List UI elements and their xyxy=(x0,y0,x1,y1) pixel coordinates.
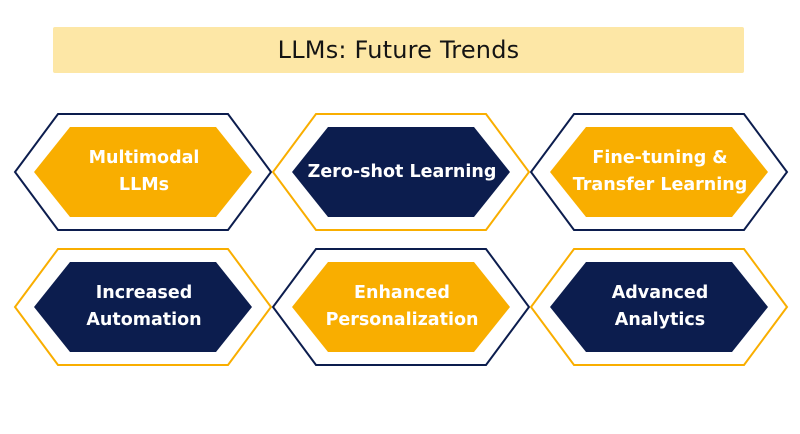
trend-hexagon-fine-tuning: Fine-tuning & Transfer Learning xyxy=(529,113,789,231)
trend-label: Increased Automation xyxy=(86,283,202,330)
hexagon-shape xyxy=(271,113,531,231)
hexagon-shape xyxy=(13,113,273,231)
trend-hexagon-increased-automation: Increased Automation xyxy=(13,248,273,366)
hexagon-shape xyxy=(271,248,531,366)
trend-label: Enhanced Personalization xyxy=(325,283,479,330)
trend-hexagon-advanced-analytics: Advanced Analytics xyxy=(529,248,789,366)
trend-label: Fine-tuning & Transfer Learning xyxy=(572,148,748,195)
trend-label: Multimodal LLMs xyxy=(88,148,200,195)
page-title: LLMs: Future Trends xyxy=(277,36,520,64)
trend-label: Zero-shot Learning xyxy=(307,161,497,182)
trend-label: Advanced Analytics xyxy=(611,283,709,330)
trend-hexagon-enhanced-personalization: Enhanced Personalization xyxy=(271,248,531,366)
title-banner: LLMs: Future Trends xyxy=(53,27,744,73)
trend-hexagon-zero-shot-learning: Zero-shot Learning xyxy=(271,113,531,231)
hexagon-shape xyxy=(13,248,273,366)
hexagon-shape xyxy=(529,248,789,366)
trend-hexagon-multimodal-llms: Multimodal LLMs xyxy=(13,113,273,231)
hexagon-shape xyxy=(529,113,789,231)
